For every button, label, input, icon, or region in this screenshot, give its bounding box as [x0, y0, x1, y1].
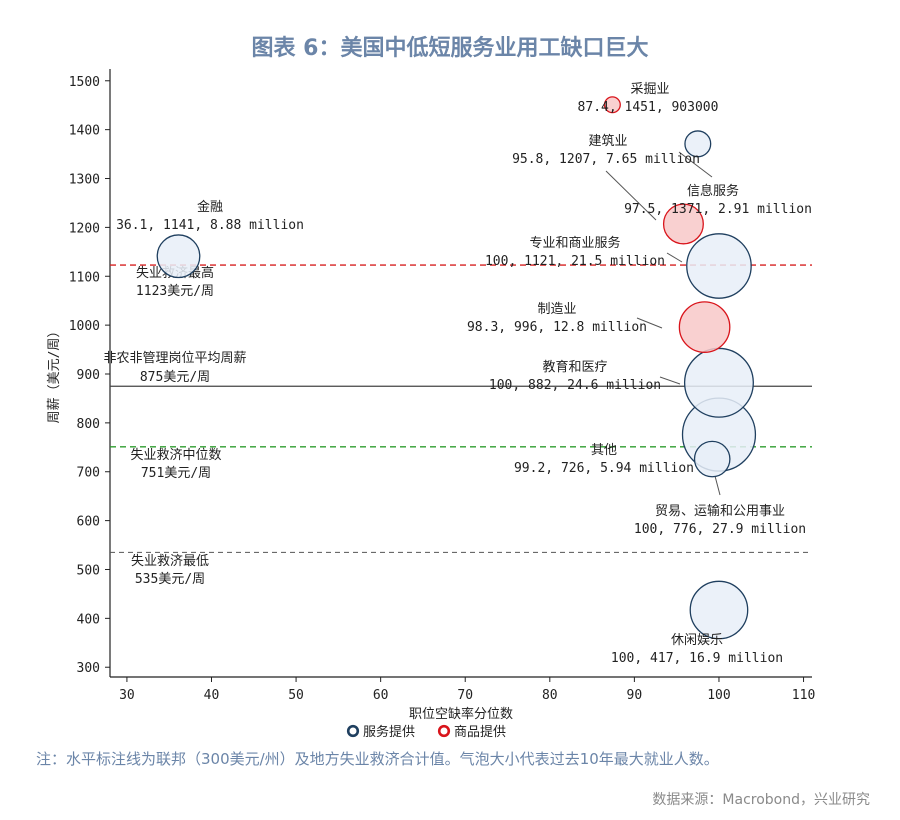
y-tick-label: 1500 [69, 75, 100, 90]
y-axis-title: 周薪（美元/周） [47, 325, 62, 424]
y-tick-label: 400 [77, 612, 100, 627]
label-leader-line [605, 170, 657, 221]
data-source: 数据来源：Macrobond，兴业研究 [652, 792, 870, 808]
bubble-point [686, 233, 752, 299]
x-tick-label: 100 [707, 688, 730, 703]
bubble-point [693, 440, 731, 478]
bubble-name-label: 教育和医疗 [542, 359, 607, 375]
y-tick-label: 300 [77, 661, 100, 676]
bubble-point [603, 96, 621, 114]
y-tick-label: 1100 [69, 270, 100, 285]
x-tick-label: 30 [119, 688, 135, 703]
bubble-value-label: 95.8, 1207, 7.65 million [512, 152, 700, 167]
label-leader-line [666, 252, 683, 263]
bubble-name-label: 信息服务 [687, 183, 739, 199]
bubble-point [662, 203, 704, 245]
y-tick-label: 1000 [69, 319, 100, 334]
bubble-value-label: 100, 882, 24.6 million [489, 378, 661, 393]
x-tick-label: 60 [373, 688, 389, 703]
reference-line-value: 875美元/周 [140, 370, 210, 385]
x-tick-label: 90 [627, 688, 643, 703]
bubble-name-label: 其他 [591, 443, 617, 458]
x-axis-title: 职位空缺率分位数 [409, 706, 513, 722]
bubble-name-label: 休闲娱乐 [671, 633, 723, 648]
label-leader-line [659, 376, 681, 385]
bubble-value-label: 97.5, 1371, 2.91 million [624, 202, 812, 217]
bubble-name-label: 专业和商业服务 [529, 235, 620, 251]
reference-line-name: 失业救济中位数 [130, 447, 221, 463]
reference-line-name: 失业救济最低 [131, 553, 209, 569]
bubble-point [156, 234, 201, 279]
legend-label: 服务提供 [363, 724, 415, 740]
reference-line-name: 非农非管理岗位平均周薪 [103, 351, 246, 366]
reference-line-value: 535美元/周 [135, 572, 205, 587]
bubble-name-label: 制造业 [537, 302, 576, 317]
label-leader-line [714, 475, 721, 496]
legend-marker [346, 724, 360, 738]
bubble-value-label: 100, 1121, 21.5 million [485, 254, 665, 269]
reference-line-value: 751美元/周 [141, 466, 211, 481]
bubble-value-label: 100, 417, 16.9 million [611, 651, 783, 666]
label-leader-line [636, 317, 663, 329]
bubble-chart: 300 400 500 600 700 800 900 1000 1100 1200 1300 140… [47, 69, 815, 740]
y-tick-label: 500 [77, 563, 100, 578]
x-tick-label: 40 [204, 688, 220, 703]
bubble-value-label: 99.2, 726, 5.94 million [514, 461, 694, 476]
legend-label: 商品提供 [454, 724, 506, 740]
bubble-point [689, 580, 749, 640]
bubble-point [683, 347, 754, 418]
label-leader-line [678, 151, 713, 178]
chart-note: 注：水平标注线为联邦（300美元/州）及地方失业救济合计值。气泡大小代表过去10… [36, 750, 719, 768]
x-tick-label: 50 [288, 688, 304, 703]
bubble-name-label: 采掘业 [630, 82, 669, 97]
y-tick-label: 900 [77, 368, 100, 383]
legend-marker [437, 724, 451, 738]
x-tick-label: 70 [457, 688, 473, 703]
y-tick-label: 1300 [69, 173, 100, 188]
bubble-value-label: 98.3, 996, 12.8 million [467, 320, 647, 335]
y-tick-label: 700 [77, 466, 100, 481]
bubble-name-label: 建筑业 [588, 133, 627, 149]
bubble-value-label: 100, 776, 27.9 million [634, 522, 806, 537]
x-tick-label: 80 [542, 688, 558, 703]
bubble-value-label: 87.4, 1451, 903000 [578, 100, 719, 115]
y-tick-label: 800 [77, 417, 100, 432]
bubble-name-label: 贸易、运输和公用事业 [655, 503, 785, 519]
reference-line-value: 1123美元/周 [136, 284, 214, 299]
y-tick-label: 600 [77, 515, 100, 530]
bubble-value-label: 36.1, 1141, 8.88 million [116, 218, 304, 233]
y-tick-label: 1200 [69, 221, 100, 236]
y-tick-label: 1400 [69, 124, 100, 139]
bubble-name-label: 金融 [197, 199, 223, 215]
bubble-point [684, 130, 712, 158]
bubble-point [678, 301, 731, 353]
chart-title: 图表 6：美国中低短服务业用工缺口巨大 [251, 36, 649, 61]
x-tick-label: 110 [792, 688, 815, 703]
